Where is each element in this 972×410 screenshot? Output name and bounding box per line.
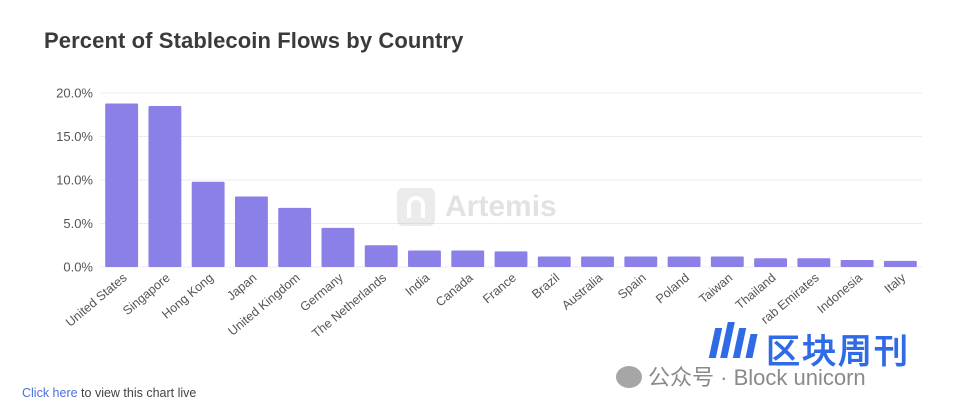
bar: [797, 258, 831, 267]
bar: [321, 227, 355, 267]
x-tick-label: Taiwan: [696, 271, 735, 307]
bar: [883, 260, 917, 267]
y-tick-label: 20.0%: [56, 86, 93, 101]
footer-rest-text: to view this chart live: [77, 386, 197, 400]
brand-logo-icon: [708, 322, 758, 358]
artemis-watermark: Artemis: [397, 188, 557, 226]
brand-watermark: 区块周刊 公众号 · Block unicorn: [616, 318, 956, 398]
x-tick-label: France: [480, 271, 519, 307]
bar: [537, 256, 571, 267]
x-tick-label: Japan: [224, 271, 259, 304]
bar: [408, 250, 441, 267]
x-tick-label: Italy: [882, 270, 909, 296]
chart-title: Percent of Stablecoin Flows by Country: [44, 28, 464, 53]
bar: [581, 256, 614, 267]
x-tick-label: Canada: [433, 271, 476, 310]
bar: [234, 196, 268, 267]
y-axis-ticks: 0.0% 5.0% 10.0% 15.0% 20.0%: [56, 86, 93, 275]
bar: [278, 207, 312, 267]
x-tick-label: India: [403, 271, 433, 299]
wechat-icon: [616, 366, 642, 389]
bar: [148, 106, 182, 267]
bar: [191, 181, 225, 267]
brand-watermark-cn: 区块周刊: [766, 333, 910, 371]
brand-account-prefix: 公众号 ·: [648, 365, 728, 390]
bar: [494, 251, 528, 267]
y-tick-label: 0.0%: [63, 260, 93, 275]
bar: [754, 258, 788, 267]
brand-account-line: 公众号 · Block unicorn: [616, 360, 866, 392]
brand-account-name: Block unicorn: [733, 365, 866, 390]
y-tick-label: 10.0%: [56, 173, 93, 188]
x-tick-label: United States: [63, 271, 129, 330]
y-tick-label: 15.0%: [56, 129, 93, 144]
x-tick-label: Brazil: [529, 271, 562, 302]
x-tick-label: Australia: [559, 271, 605, 313]
bar-chart: 0.0%5.0%10.0%15.0%20.0% United StatesSin…: [56, 86, 922, 341]
footer-note: Click here to view this chart live: [22, 386, 196, 400]
artemis-watermark-text: Artemis: [445, 190, 557, 223]
bar: [105, 103, 139, 267]
bar: [364, 245, 398, 267]
artemis-logo-icon: [397, 188, 435, 226]
x-tick-label: Indonesia: [815, 271, 866, 317]
x-tick-label: Spain: [615, 271, 649, 302]
view-live-link[interactable]: Click here: [22, 386, 78, 400]
x-tick-label: The Netherlands: [309, 271, 389, 341]
x-tick-label: Poland: [653, 271, 692, 307]
bar: [710, 256, 744, 267]
bar: [451, 250, 485, 267]
bar: [624, 256, 658, 267]
bar: [667, 256, 701, 267]
bars: [105, 103, 917, 267]
bar: [840, 260, 874, 267]
y-tick-label: 5.0%: [63, 216, 93, 231]
